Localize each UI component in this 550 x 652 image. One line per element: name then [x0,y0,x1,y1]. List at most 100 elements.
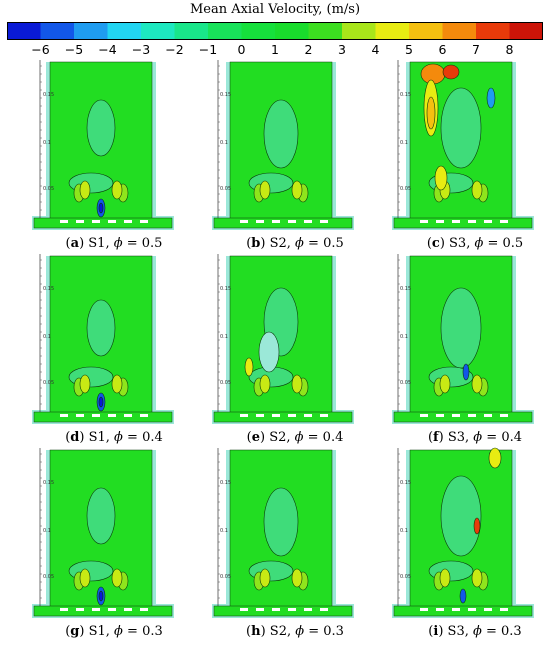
contour-panel: 0.15 0.1 0.05 [20,446,180,622]
contour-region [86,487,116,545]
injector-slot [288,414,296,417]
axis-tick-label: 0.05 [400,574,411,580]
injector-slot [468,220,476,223]
injector-slot [92,220,100,223]
axis-tick-label: 0.1 [43,528,51,534]
injector-slot [436,608,444,611]
axis-tick-label: 0.05 [400,380,411,386]
axis-tick-label: 0.05 [43,380,54,386]
caption-phi: ϕ [114,430,123,445]
contour-region [259,568,271,588]
axis-tick-label: 0.1 [43,334,51,340]
injector-slot [108,414,116,417]
injector-slot [108,608,116,611]
injector-slot [468,608,476,611]
colorbar-tick-label: −2 [165,42,184,57]
injector-slot [240,608,248,611]
axis-tick-label: 0.15 [43,92,54,98]
colorbar-border [7,22,543,40]
colorbar-segment [275,22,309,40]
panel-caption: (i) S3, ϕ = 0.3 [428,624,522,639]
injector-slot [272,608,280,611]
injector-slot [256,220,264,223]
injector-slot [468,414,476,417]
caption-phi: ϕ [295,624,305,639]
colorbar-tick-label: 5 [405,42,413,57]
injector-slot [484,220,492,223]
burner-base [213,411,353,423]
injector-slot [108,220,116,223]
caption-letter: e [251,430,260,445]
contour-panel: 0.15 0.1 0.05 [380,58,540,234]
axis-tick-label: 0.15 [400,92,411,98]
colorbar-segment [208,22,242,40]
caption-letter: d [70,430,80,445]
colorbar-segment [476,22,510,40]
contour-panel: 0.15 0.1 0.05 [380,446,540,622]
axis-tick-label: 0.05 [43,186,54,192]
injector-slot [320,414,328,417]
colorbar-segment [442,22,477,40]
colorbar-tick-label: 8 [505,42,514,57]
contour-plot: 0.15 0.1 0.05 [392,254,534,424]
colorbar-tick-label: −1 [198,42,218,57]
contour-region [259,374,271,394]
colorbar-segment [375,22,410,40]
contour-region [462,363,470,381]
axis-tick-label: 0.1 [400,140,408,146]
injector-slot [240,220,248,223]
contour-region [291,180,303,200]
injector-slot [240,414,248,417]
injector-slot [304,220,312,223]
injector-slot [256,414,264,417]
contour-region [426,96,436,130]
contour-region [259,180,271,200]
contour-region [244,357,254,377]
injector-slot [140,220,148,223]
injector-slot [140,608,148,611]
burner-base [393,605,533,617]
colorbar-tick-label: 3 [338,42,346,57]
colorbar-segment [409,22,443,40]
caption-phi: ϕ [295,236,304,251]
colorbar-tick-label: 4 [371,42,380,57]
panel-caption: (c) S3, ϕ = 0.5 [426,236,524,251]
injector-slot [92,414,100,417]
injector-slot [484,608,492,611]
injector-slot [272,220,280,223]
contour-region [98,590,104,602]
contour-plot: 0.15 0.1 0.05 [212,254,354,424]
contour-panel: 0.15 0.1 0.05 [200,252,360,428]
colorbar-tick-label: −6 [31,42,50,57]
contour-panel: 0.15 0.1 0.05 [380,252,540,428]
injector-slot [76,608,84,611]
axis-tick-label: 0.05 [220,380,231,386]
caption-letter: b [251,236,261,251]
injector-slot [436,220,444,223]
injector-slot [420,220,428,223]
contour-panel: 0.15 0.1 0.05 [200,446,360,622]
injector-slot [124,414,132,417]
contour-region [488,447,502,469]
colorbar-tick-label: 7 [472,42,480,57]
axis-tick-label: 0.15 [220,92,231,98]
contour-panel: 0.15 0.1 0.05 [200,58,360,234]
contour-region [471,568,483,588]
contour-region [471,374,483,394]
colorbar-tick-label: −3 [131,42,151,57]
injector-slot [420,414,428,417]
caption-phi: ϕ [294,430,304,445]
contour-region [459,588,467,604]
axis-tick-label: 0.1 [400,334,408,340]
injector-slot [60,608,68,611]
caption-letter: g [70,624,80,639]
panel-caption: (e) S2, ϕ = 0.4 [246,430,344,445]
colorbar-segment [141,22,175,40]
panel-caption: (g) S1, ϕ = 0.3 [65,624,163,639]
contour-region [111,568,123,588]
axis-tick-label: 0.1 [43,140,51,146]
colorbar-tick-label: 0 [237,42,246,57]
contour-region [439,374,451,394]
injector-slot [320,608,328,611]
caption-phi: ϕ [114,624,123,639]
